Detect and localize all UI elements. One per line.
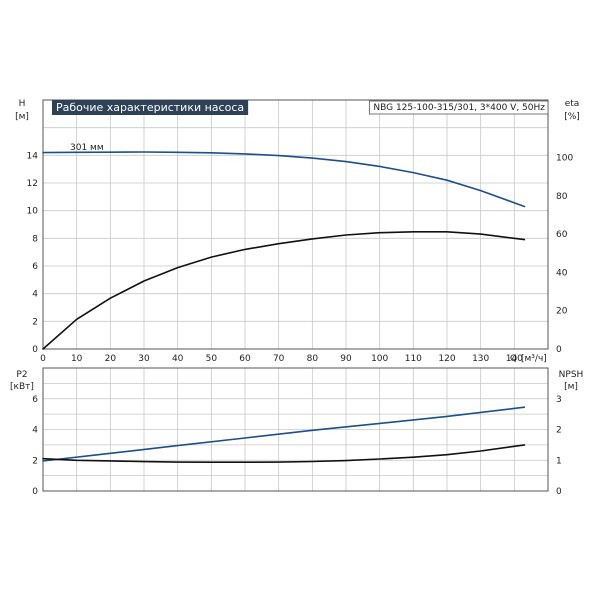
x-axis-label-q: Q <box>510 354 517 364</box>
x-tick-label: 110 <box>405 354 422 364</box>
x-tick-label: 40 <box>172 354 184 364</box>
bottom-panel: 0 2 4 6 0 1 2 3 P2 [кВт] NPSH [м] <box>10 367 584 497</box>
x-tick-label: 90 <box>340 354 352 364</box>
y-axis-label-p2: P2 <box>16 370 27 380</box>
title-background <box>52 100 249 115</box>
y-tick-label-h: 14 <box>27 151 39 161</box>
y-tick-label-h: 0 <box>32 345 38 355</box>
top-grid <box>42 99 549 350</box>
y-tick-label-h: 6 <box>32 262 38 272</box>
bottom-series <box>42 406 526 464</box>
model-box <box>368 100 549 115</box>
x-tick-label: 30 <box>138 354 150 364</box>
x-tick-label: 80 <box>307 354 319 364</box>
y-axis-label-eta: eta <box>565 99 580 109</box>
chart-title: Рабочие характеристики насоса <box>56 101 244 114</box>
series-line-1 <box>42 444 526 464</box>
x-tick-label: 50 <box>206 354 218 364</box>
y-tick-label-h: 10 <box>27 207 39 217</box>
y-tick-label-npsh: 1 <box>556 456 562 466</box>
y-axis-label-h: H <box>19 99 26 109</box>
y-tick-label-h: 2 <box>32 317 38 327</box>
series-line-0 <box>42 151 526 208</box>
x-tick-label: 20 <box>105 354 117 364</box>
y-tick-label-npsh: 3 <box>556 395 562 405</box>
bottom-ticks: 0 2 4 6 0 1 2 3 <box>32 395 562 497</box>
x-tick-label: 0 <box>40 354 46 364</box>
top-panel: 0 10 20 30 40 50 60 70 80 90 100 110 120 130 140024681… <box>15 99 580 364</box>
y-tick-label-h: 4 <box>32 290 38 300</box>
top-series <box>42 151 526 350</box>
y-tick-label-npsh: 2 <box>556 426 562 436</box>
top-frame <box>42 99 549 350</box>
y-axis-unit-npsh: [м] <box>564 382 578 392</box>
y-axis-unit-eta: [%] <box>564 112 580 122</box>
y-tick-label-eta: 20 <box>556 307 568 317</box>
bottom-frame <box>42 367 549 492</box>
y-tick-label-eta: 100 <box>556 153 573 163</box>
y-tick-label-p2: 0 <box>32 487 38 497</box>
x-tick-label: 10 <box>71 354 83 364</box>
y-tick-label-eta: 0 <box>556 345 562 355</box>
x-tick-label: 140 <box>506 354 523 364</box>
y-tick-label-npsh: 0 <box>556 487 562 497</box>
series-line-0 <box>42 406 526 462</box>
y-axis-label-npsh: NPSH <box>559 370 584 380</box>
y-tick-label-p2: 6 <box>32 395 38 405</box>
x-tick-label: 60 <box>239 354 251 364</box>
y-tick-label-eta: 80 <box>556 192 568 202</box>
y-axis-unit-p2: [кВт] <box>10 382 34 392</box>
x-tick-label: 120 <box>438 354 455 364</box>
series-line-1 <box>42 231 526 350</box>
x-tick-label: 130 <box>472 354 489 364</box>
top-ticks: 0 10 20 30 40 50 60 70 80 90 100 110 120 130 140024681… <box>27 151 574 364</box>
y-tick-label-h: 12 <box>27 179 38 189</box>
y-tick-label-eta: 40 <box>556 268 568 278</box>
series-label-impeller: 301 мм <box>70 143 104 153</box>
bottom-grid <box>42 367 549 492</box>
x-tick-label: 70 <box>273 354 285 364</box>
x-axis-unit-q: [м³/ч] <box>521 354 547 364</box>
y-tick-label-p2: 2 <box>32 456 38 466</box>
pump-model: NBG 125-100-315/301, 3*400 V, 50Hz <box>373 103 545 113</box>
y-tick-label-eta: 60 <box>556 230 568 240</box>
y-tick-label-h: 8 <box>32 234 38 244</box>
y-axis-unit-h: [м] <box>15 112 29 122</box>
y-tick-label-p2: 4 <box>32 426 38 436</box>
x-tick-label: 100 <box>371 354 388 364</box>
